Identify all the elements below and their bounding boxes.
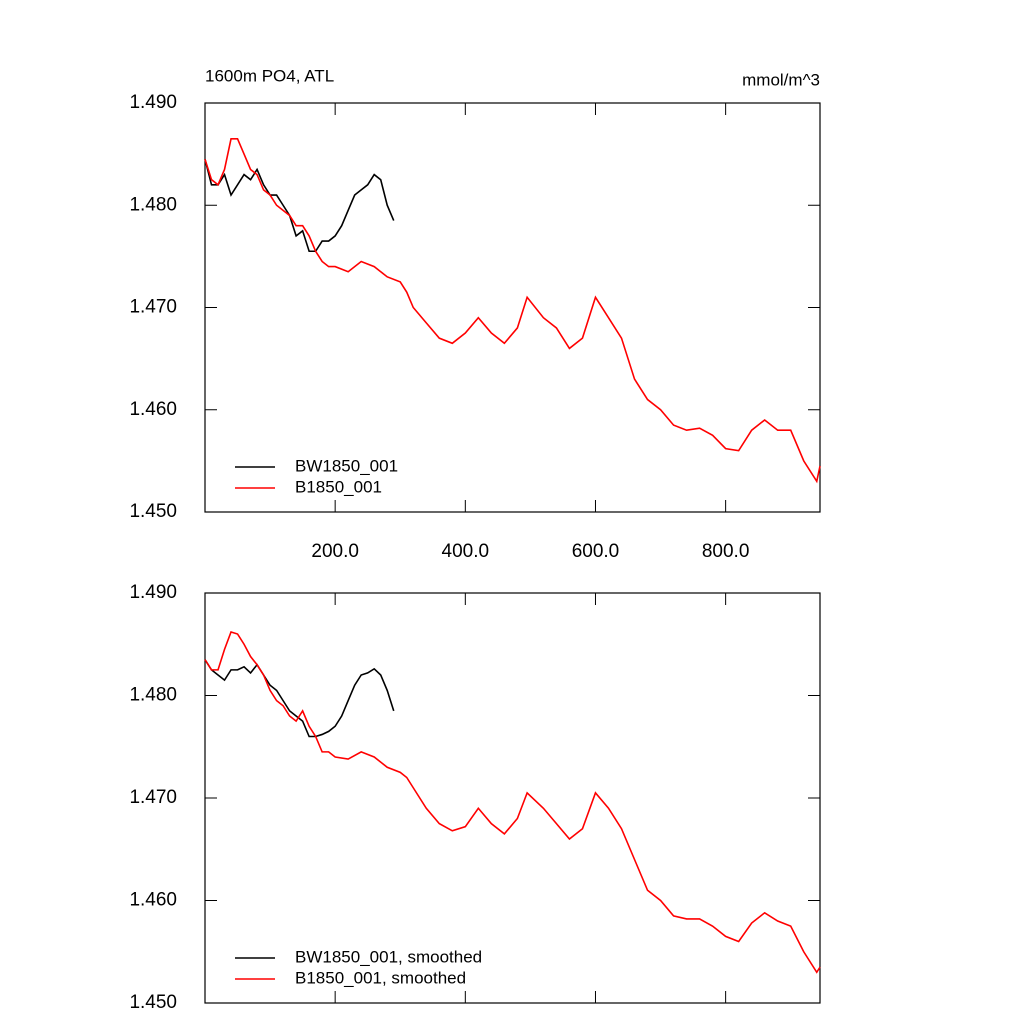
x-tick-label: 200.0: [311, 541, 359, 562]
x-tick-label: 400.0: [442, 541, 490, 562]
plot-frame: [204, 102, 821, 513]
plot-frame: [204, 592, 821, 1004]
data-line: [204, 159, 395, 253]
data-line: [204, 137, 821, 484]
y-tick-label: 1.480: [129, 685, 177, 706]
x-tick-label: 600.0: [572, 541, 620, 562]
units-label: mmol/m^3: [742, 70, 820, 89]
y-tick-label: 1.490: [129, 582, 177, 603]
legend-label: BW1850_001, smoothed: [295, 947, 482, 966]
data-line: [204, 630, 821, 974]
legend-label: B1850_001, smoothed: [295, 968, 466, 987]
y-tick-label: 1.450: [129, 992, 177, 1013]
y-tick-label: 1.460: [129, 399, 177, 420]
y-tick-label: 1.460: [129, 890, 177, 911]
data-line: [204, 659, 395, 738]
y-tick-label: 1.480: [129, 194, 177, 215]
y-tick-label: 1.470: [129, 787, 177, 808]
x-tick-label: 800.0: [702, 541, 750, 562]
y-tick-label: 1.450: [129, 501, 177, 522]
y-tick-label: 1.470: [129, 297, 177, 318]
y-tick-label: 1.490: [129, 92, 177, 113]
legend-label: BW1850_001: [295, 456, 398, 475]
legend-label: B1850_001: [295, 477, 382, 496]
chart-title: 1600m PO4, ATL: [205, 66, 334, 85]
